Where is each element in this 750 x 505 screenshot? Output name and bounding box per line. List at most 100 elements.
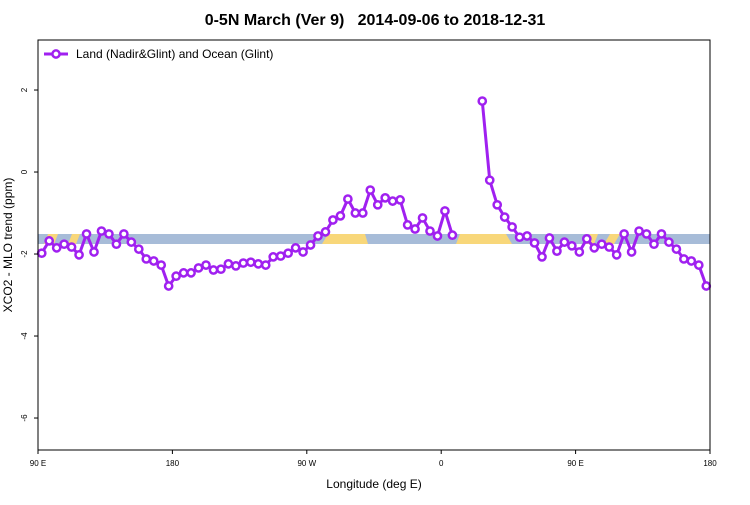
data-point <box>126 237 137 247</box>
data-point <box>193 263 204 273</box>
data-point <box>477 96 488 106</box>
data-point <box>693 260 704 270</box>
y-axis-label: XCO2 - MLO trend (ppm) <box>1 178 15 313</box>
y-tick-label: -2 <box>20 250 29 258</box>
data-point <box>283 248 293 259</box>
data-point <box>305 240 316 250</box>
data-point <box>686 256 697 266</box>
data-point <box>178 268 189 278</box>
strip-land <box>456 234 512 244</box>
data-point <box>74 249 84 260</box>
data-point <box>671 244 682 254</box>
data-point <box>679 254 689 264</box>
data-point <box>567 240 577 251</box>
y-tick-label: 0 <box>20 169 29 174</box>
data-point <box>253 259 264 269</box>
data-point <box>641 229 652 239</box>
data-point <box>156 260 167 270</box>
data-point <box>223 259 234 269</box>
data-point <box>44 236 55 246</box>
data-point <box>574 247 585 257</box>
data-point <box>328 215 338 225</box>
x-tick-label: 180 <box>166 459 180 468</box>
y-tick-label: -6 <box>20 414 29 422</box>
data-point <box>417 213 428 223</box>
data-point <box>298 247 308 257</box>
data-point <box>275 251 286 261</box>
data-point <box>447 230 458 241</box>
data-point <box>395 195 405 205</box>
data-point <box>432 231 443 241</box>
data-point <box>611 249 622 260</box>
y-tick-label: -4 <box>20 332 29 340</box>
data-point <box>245 257 256 268</box>
data-point <box>664 237 674 247</box>
data-point <box>268 252 279 262</box>
data-point <box>634 226 644 236</box>
data-point <box>350 208 361 218</box>
data-point <box>484 175 495 186</box>
chart-title: 0-5N March (Ver 9) 2014-09-06 to 2018-12… <box>205 12 546 29</box>
data-point <box>163 281 174 291</box>
data-point <box>626 247 637 257</box>
data-point <box>402 220 413 230</box>
data-point <box>148 256 159 266</box>
data-point <box>208 265 219 275</box>
data-point <box>581 234 592 244</box>
data-point <box>335 211 346 221</box>
legend-marker <box>51 49 61 59</box>
data-point <box>410 224 420 234</box>
strip-land <box>68 234 80 244</box>
data-point <box>186 268 196 278</box>
y-tick-label: 2 <box>20 87 29 92</box>
data-point <box>499 212 510 222</box>
data-point <box>313 231 323 241</box>
data-point <box>656 229 667 239</box>
x-tick-label: 90 W <box>297 459 316 468</box>
data-point <box>492 199 503 210</box>
data-point <box>81 229 92 239</box>
data-point <box>320 227 331 237</box>
data-point <box>425 226 435 236</box>
data-point <box>104 229 114 239</box>
data-point <box>559 237 570 247</box>
data-point <box>387 196 398 206</box>
data-point <box>372 199 383 210</box>
data-point <box>201 260 211 270</box>
data-point <box>507 222 517 232</box>
data-point <box>544 233 555 243</box>
data-point <box>89 247 99 257</box>
data-point <box>119 229 129 239</box>
data-point <box>537 252 547 262</box>
data-point <box>589 243 600 253</box>
data-point <box>51 243 62 253</box>
data-point <box>365 185 376 195</box>
x-tick-label: 180 <box>703 459 717 468</box>
x-axis-label: Longitude (deg E) <box>326 477 421 491</box>
data-point <box>343 194 353 204</box>
data-point <box>380 193 391 203</box>
data-point <box>141 254 152 264</box>
strip-ocean <box>38 234 710 244</box>
data-point <box>649 239 659 250</box>
data-point <box>290 243 301 253</box>
data-point <box>440 206 450 216</box>
plot-frame <box>37 39 711 451</box>
x-tick-label: 0 <box>439 459 444 468</box>
data-point <box>59 239 69 250</box>
strip-land <box>604 234 620 244</box>
data-point <box>111 239 122 250</box>
data-point <box>133 244 144 254</box>
data-point <box>522 231 532 241</box>
data-point <box>619 229 629 239</box>
data-point <box>216 264 226 275</box>
x-tick-label: 90 E <box>30 459 46 468</box>
data-point <box>36 248 47 259</box>
data-point <box>514 232 525 243</box>
data-point <box>66 242 77 252</box>
data-point <box>701 281 712 291</box>
data-point <box>596 239 607 250</box>
